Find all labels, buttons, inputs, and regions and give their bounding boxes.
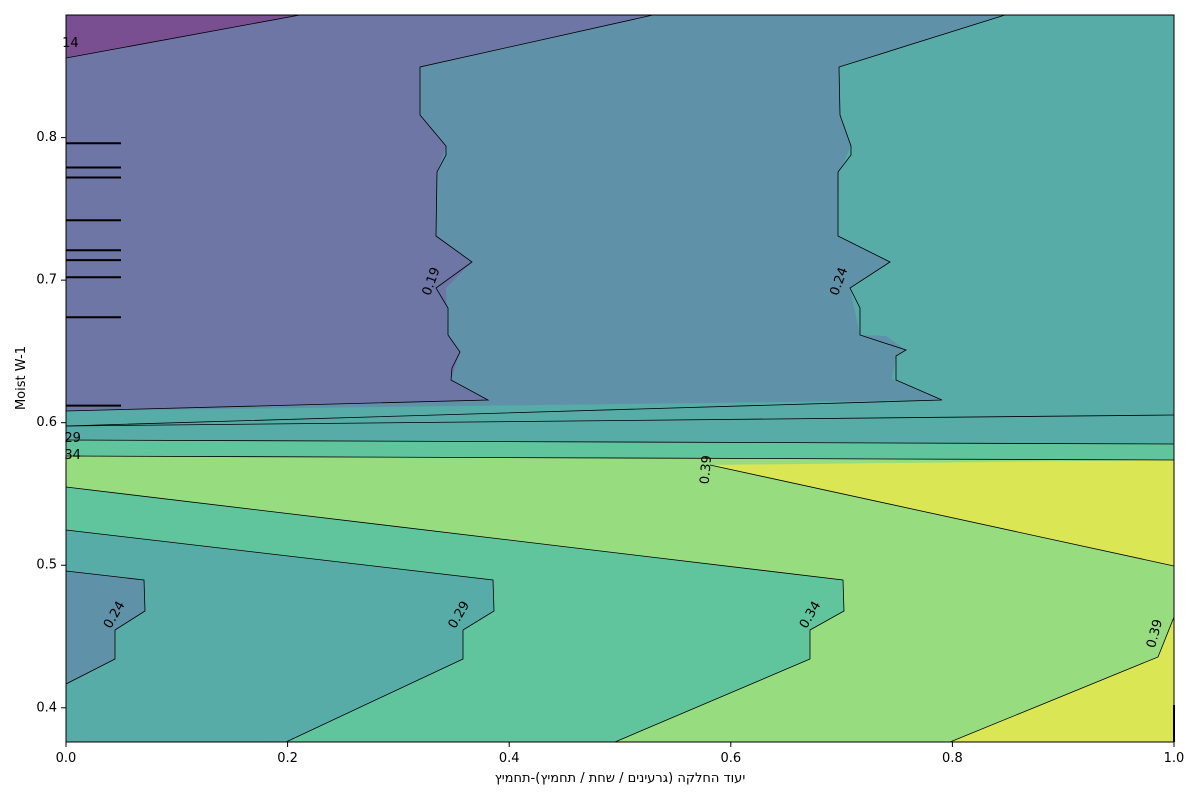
x-tick-label: 1.0 bbox=[1164, 751, 1185, 766]
contour-region-11 bbox=[66, 530, 494, 742]
contour-line-3 bbox=[66, 414, 1174, 427]
contour-line-10 bbox=[949, 616, 1174, 742]
x-tick-label: 0.8 bbox=[942, 751, 963, 766]
contour-line-8 bbox=[66, 529, 495, 742]
x-tick-label: 0.0 bbox=[56, 751, 77, 766]
x-tick-label: 0.2 bbox=[277, 751, 298, 766]
contour-label: 29 bbox=[64, 431, 81, 446]
contour-label: 14 bbox=[62, 36, 79, 51]
contour-region-3 bbox=[66, 15, 1174, 426]
contour-line-9 bbox=[66, 570, 146, 685]
y-tick-label: 0.5 bbox=[36, 558, 57, 573]
x-axis: 0.0 0.2 0.4 0.6 0.8 1.0 bbox=[56, 742, 1185, 766]
x-tick-label: 0.4 bbox=[499, 751, 520, 766]
contour-region-12 bbox=[66, 571, 145, 684]
contour-label: 0.39 bbox=[1144, 618, 1166, 650]
contour-fills bbox=[66, 15, 1174, 742]
x-axis-label: יעוד החלקה (גרעינים / שחת / תחמיץ)-תחמיץ bbox=[495, 771, 746, 786]
contour-label: 34 bbox=[64, 448, 81, 463]
contour-label: 0.39 bbox=[698, 455, 715, 485]
plot-frame bbox=[65, 14, 1175, 743]
y-axis-label: Moist W-1 bbox=[14, 346, 29, 410]
contour-line-7 bbox=[66, 486, 845, 742]
contour-line-5 bbox=[66, 455, 1174, 461]
y-axis: 0.4 0.5 0.6 0.7 0.8 bbox=[36, 130, 66, 715]
contour-region-13 bbox=[710, 460, 1174, 566]
contour-region-14 bbox=[950, 617, 1174, 742]
y-tick-label: 0.8 bbox=[36, 130, 57, 145]
y-tick-label: 0.7 bbox=[36, 273, 57, 288]
x-tick-label: 0.6 bbox=[720, 751, 741, 766]
contour-line-1 bbox=[66, 15, 654, 412]
y-tick-label: 0.6 bbox=[36, 415, 57, 430]
y-tick-label: 0.4 bbox=[36, 700, 57, 715]
contour-line-0 bbox=[66, 15, 301, 59]
contour-lines bbox=[66, 15, 1174, 742]
contour-line-4 bbox=[66, 439, 1174, 445]
contour-line-2 bbox=[66, 15, 1006, 427]
contour-line-6 bbox=[709, 464, 1174, 567]
